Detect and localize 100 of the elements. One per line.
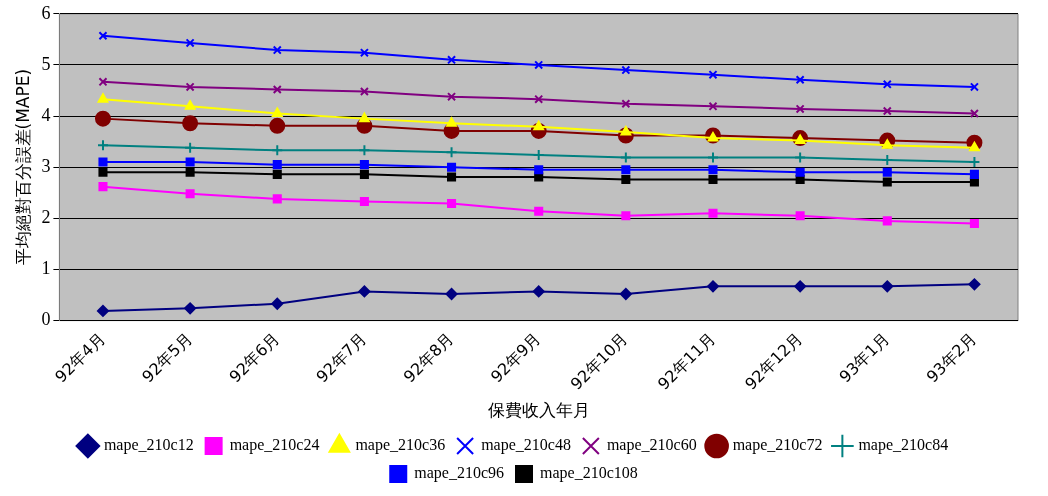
y-axis-title: 平均絕對百分誤差(MAPE) (12, 68, 33, 266)
x-tick-label: 93年1月 (835, 328, 894, 387)
point (272, 45, 282, 55)
point (447, 172, 457, 182)
point (359, 112, 370, 123)
point (447, 92, 457, 102)
point (969, 177, 979, 187)
point (795, 167, 805, 177)
point (968, 278, 981, 291)
x-tick-label: 93年2月 (922, 328, 981, 387)
legend-label: mape_210c96 (414, 464, 504, 483)
point (969, 218, 979, 228)
point (447, 55, 457, 65)
point (182, 115, 199, 132)
point (534, 206, 544, 216)
point (534, 165, 544, 175)
x-tick-label: 92年10月 (566, 328, 632, 394)
point (795, 75, 805, 85)
point (795, 211, 805, 221)
point (359, 160, 369, 170)
point (185, 157, 195, 167)
legend-label: mape_210c108 (540, 464, 638, 483)
point (447, 162, 457, 172)
point (621, 99, 631, 109)
point (882, 177, 892, 187)
x-tick-label: 92年7月 (312, 328, 371, 387)
y-tick-label: 1 (41, 258, 51, 279)
point (445, 288, 458, 301)
point (358, 285, 371, 298)
point (794, 280, 807, 293)
point (621, 65, 631, 75)
point (621, 165, 631, 175)
x-tick-label: 92年6月 (225, 328, 284, 387)
point (185, 167, 195, 177)
point (446, 117, 457, 127)
point (94, 110, 111, 127)
y-tick-label: 2 (41, 207, 51, 228)
point (708, 208, 718, 218)
point (98, 77, 108, 87)
point (708, 165, 718, 175)
point (969, 169, 979, 179)
point (272, 84, 282, 95)
point (794, 134, 806, 145)
point (184, 100, 196, 110)
y-tick-label: 5 (41, 53, 51, 74)
legend-label: mape_210c84 (858, 436, 949, 455)
point (272, 169, 282, 179)
y-tick-label: 4 (41, 104, 51, 125)
point (98, 182, 108, 192)
y-tick-label: 0 (41, 309, 51, 330)
point (185, 82, 195, 92)
x-tick-label: 92年11月 (653, 328, 719, 394)
legend-label: mape_210c72 (732, 436, 823, 455)
point (98, 167, 108, 177)
point (98, 31, 108, 41)
point (621, 211, 631, 221)
y-tick-label: 3 (41, 155, 51, 176)
x-tick-label: 92年8月 (399, 328, 458, 387)
x-tick-label: 92年9月 (486, 328, 545, 387)
x-tick-label: 92年5月 (138, 328, 196, 387)
point (882, 167, 892, 177)
point (185, 189, 195, 199)
point (882, 106, 892, 116)
legend-label: mape_210c60 (606, 436, 697, 455)
point (445, 146, 458, 159)
x-tick-label: 92年4月 (51, 328, 109, 387)
point (708, 70, 718, 80)
point (532, 285, 545, 298)
x-tick-label: 92年12月 (741, 328, 806, 394)
point (359, 196, 369, 206)
point (969, 108, 979, 119)
x-axis-title: 保費收入年月 (487, 400, 590, 421)
point (534, 94, 544, 104)
point (271, 144, 284, 157)
point (881, 280, 894, 293)
legend-label: mape_210c12 (103, 436, 194, 455)
point (269, 117, 286, 134)
point (795, 104, 805, 114)
point (534, 60, 544, 70)
point (708, 174, 718, 185)
point (359, 86, 369, 97)
legend-label: mape_210c36 (355, 436, 446, 455)
point (185, 38, 195, 48)
legend-label: mape_210c24 (229, 436, 320, 455)
legend-label: mape_210c48 (481, 436, 571, 455)
point (706, 280, 719, 293)
point (97, 93, 109, 103)
point (359, 48, 369, 58)
point (619, 151, 632, 164)
point (621, 174, 631, 185)
y-tick-label: 6 (41, 2, 51, 23)
point (794, 151, 807, 164)
point (96, 304, 109, 317)
point (271, 107, 283, 118)
point (98, 157, 108, 167)
point (272, 194, 282, 204)
point (272, 160, 282, 170)
point (882, 79, 892, 89)
point (359, 169, 369, 179)
point (184, 302, 197, 315)
